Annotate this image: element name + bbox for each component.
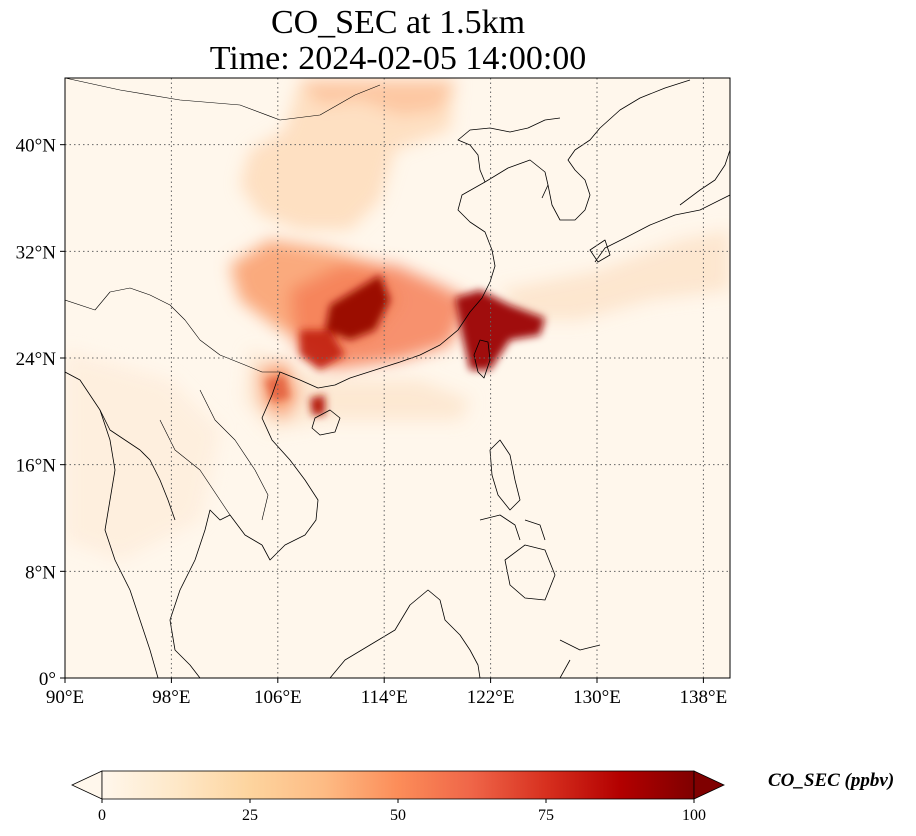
lon-tick-label: 114°E: [361, 687, 408, 708]
lon-tick-label: 130°E: [573, 687, 621, 708]
colorbar-tick-label: 50: [390, 807, 406, 824]
colorbar-tick-label: 25: [242, 807, 258, 824]
coastlines-and-borders: [65, 78, 730, 678]
lat-tick-label: 16°N: [16, 456, 57, 477]
colorbar-tick-label: 0: [98, 807, 106, 824]
lon-tick-label: 98°E: [152, 687, 190, 708]
core-hainan: [310, 395, 325, 415]
haze-south-china: [245, 350, 470, 430]
border-china-inland: [65, 287, 280, 373]
core-hunan: [300, 330, 345, 370]
islands-visayas: [479, 514, 546, 541]
island-mindanao: [504, 544, 556, 601]
colorbar-body: [101, 770, 695, 800]
lat-tick-label: 24°N: [16, 349, 57, 370]
coastline-bohai: [457, 117, 561, 183]
colorbar-ticks: 0 25 50 75 100: [98, 799, 706, 824]
colorbar-tick-label: 75: [538, 807, 554, 824]
latitude-ticks: 0° 8°N 16°N 24°N 32°N 40°N: [16, 136, 65, 690]
plume-north-china: [240, 80, 455, 230]
longitude-ticks: 90°E 98°E 106°E 114°E 122°E 130°E 138°E: [46, 678, 727, 708]
colorbar: 0 25 50 75 100: [71, 770, 725, 824]
border-mongolia: [65, 78, 381, 121]
coastline-malay-west: [65, 371, 176, 521]
island-borneo: [329, 589, 481, 678]
coastline-vietnam: [261, 371, 319, 561]
coastline-myanmar: [99, 409, 159, 678]
lat-tick-label: 32°N: [16, 242, 57, 263]
coastline-gulf-of-thailand: [169, 509, 263, 678]
lon-tick-label: 138°E: [680, 687, 728, 708]
coastline-china-east: [279, 159, 549, 389]
island-taiwan: [473, 339, 491, 379]
core-taiwan-strait: [455, 290, 545, 370]
lon-tick-label: 122°E: [467, 687, 515, 708]
coastline-kyushu: [589, 239, 611, 263]
map-title-line1: CO_SEC at 1.5km: [270, 4, 526, 41]
lat-tick-label: 8°N: [25, 562, 56, 583]
island-sulawesi: [559, 639, 601, 678]
lat-tick-label: 40°N: [16, 136, 57, 157]
island-luzon: [489, 439, 521, 511]
plume-mongolia: [300, 80, 455, 115]
map-title-line2: Time: 2024-02-05 14:00:00: [209, 40, 587, 77]
gridlines: [65, 78, 730, 678]
border-indochina: [159, 389, 269, 521]
lon-tick-label: 106°E: [254, 687, 302, 708]
plume-east-sea-tail: [500, 230, 730, 320]
coastline-korea: [547, 127, 601, 221]
lon-tick-label: 90°E: [46, 687, 84, 708]
coastline-japan: [594, 149, 730, 263]
concentration-field: [65, 80, 730, 560]
colorbar-extend-max: [693, 770, 725, 800]
haze-west: [65, 350, 220, 560]
colorbar-tick-label: 100: [682, 807, 706, 824]
coastline-russia-east: [599, 79, 691, 129]
map-area: [65, 78, 730, 678]
core-central-china: [325, 275, 390, 340]
island-hainan: [311, 409, 341, 436]
colorbar-extend-min: [71, 770, 103, 800]
colorbar-label: CO_SEC (ppbv): [768, 770, 895, 791]
map-background: [65, 78, 730, 678]
map-frame: [64, 77, 731, 679]
lat-tick-label: 0°: [39, 669, 56, 690]
